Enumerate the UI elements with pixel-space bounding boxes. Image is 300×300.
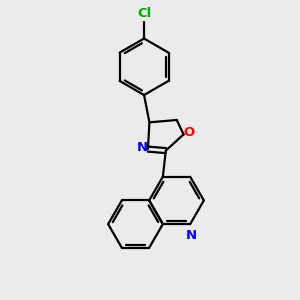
- Text: N: N: [186, 230, 197, 242]
- Text: Cl: Cl: [137, 7, 151, 20]
- Text: N: N: [137, 141, 148, 154]
- Text: O: O: [183, 126, 195, 140]
